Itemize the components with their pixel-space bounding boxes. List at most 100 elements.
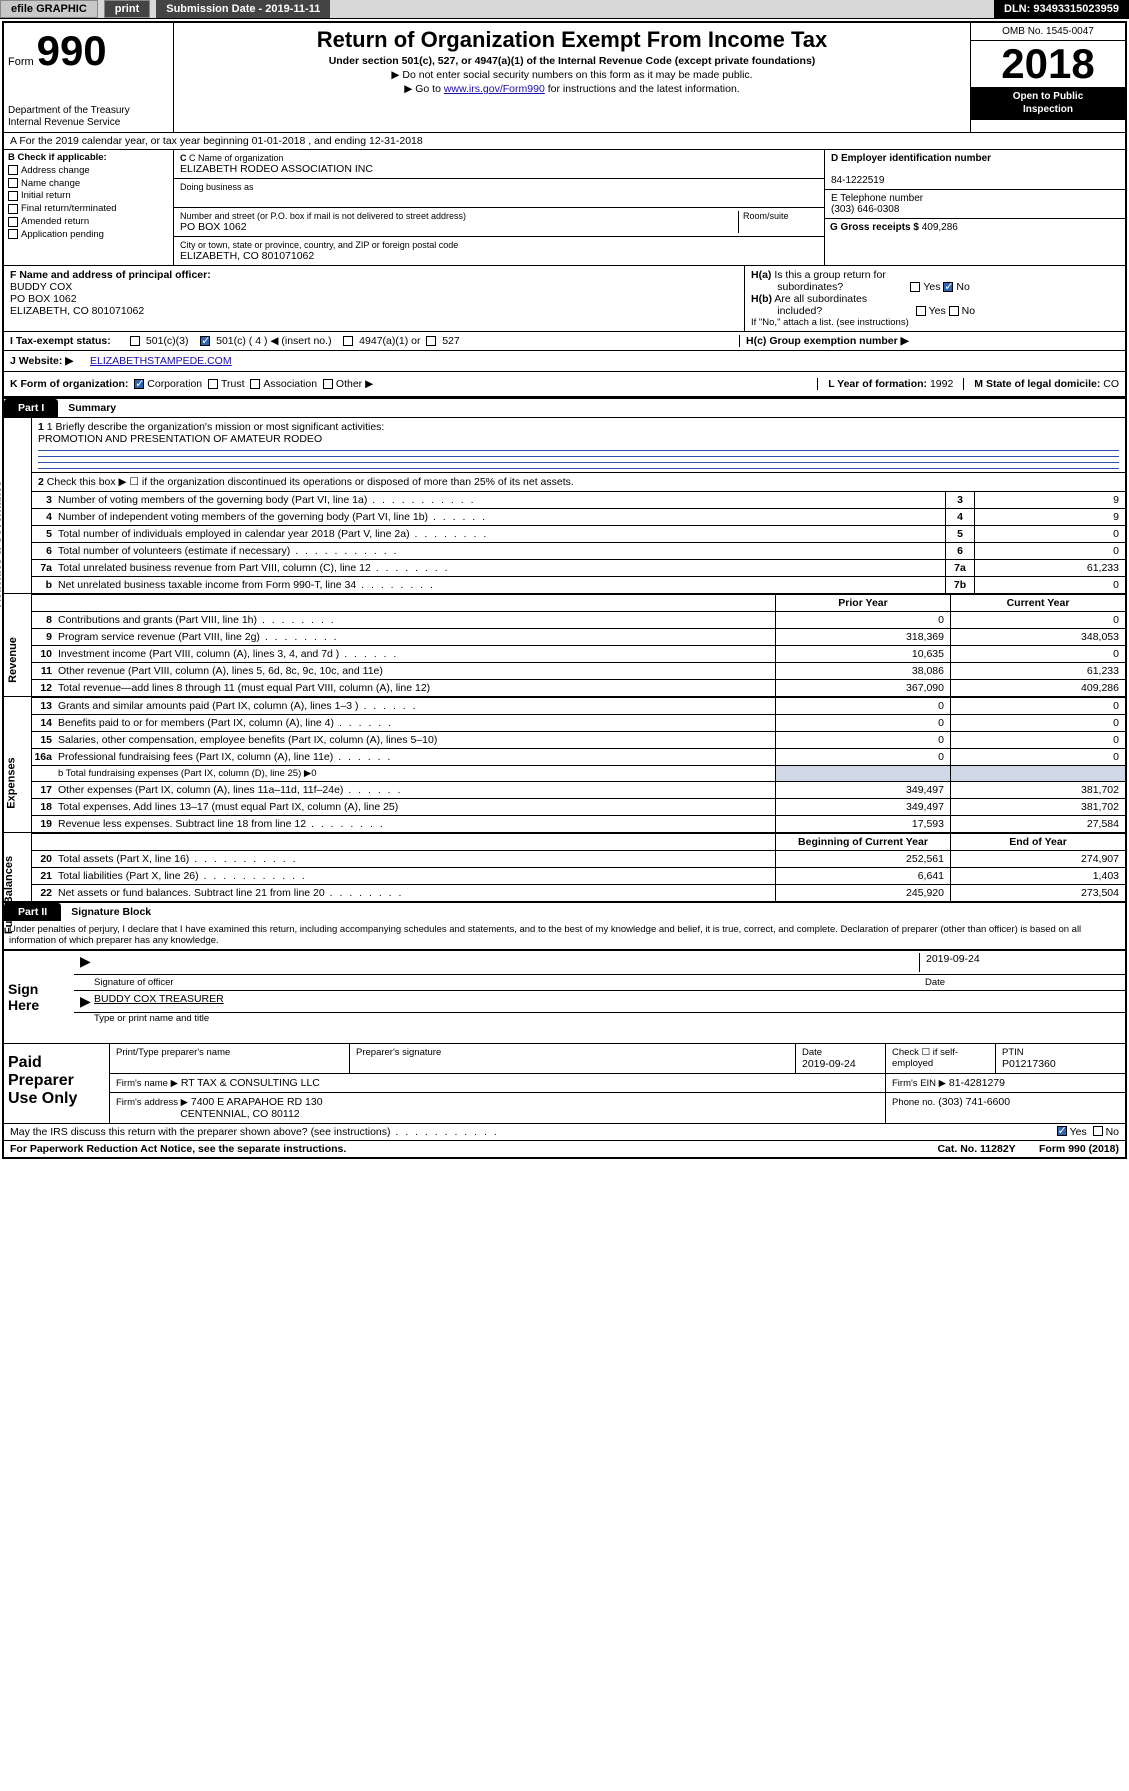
firm-address: 7400 E ARAPAHOE RD 130 [191, 1096, 323, 1108]
department: Department of the TreasuryInternal Reven… [8, 105, 169, 128]
checkbox-501c[interactable] [200, 336, 210, 346]
firm-ein: 81-4281279 [949, 1077, 1005, 1089]
line7a-val: 61,233 [975, 560, 1125, 576]
discuss-row: May the IRS discuss this return with the… [4, 1123, 1125, 1140]
checkbox-hb-yes[interactable] [916, 306, 926, 316]
section-c: C C Name of organization ELIZABETH RODEO… [174, 150, 825, 265]
checkbox-discuss-no[interactable] [1093, 1126, 1103, 1136]
instr-1: ▶ Do not enter social security numbers o… [180, 69, 964, 81]
l14-prior: 0 [775, 715, 950, 731]
year-formation: 1992 [930, 378, 953, 390]
l18-prior: 349,497 [775, 799, 950, 815]
open-to-public: Open to PublicInspection [971, 87, 1125, 120]
checkbox-corp[interactable] [134, 379, 144, 389]
section-b: B Check if applicable: Address change Na… [4, 150, 174, 265]
checkbox-name-change[interactable] [8, 178, 18, 188]
l15-current: 0 [950, 732, 1125, 748]
ein: 84-1222519 [831, 175, 1119, 186]
mission-text: PROMOTION AND PRESENTATION OF AMATEUR RO… [38, 433, 1119, 445]
l12-current: 409,286 [950, 680, 1125, 696]
line4-val: 9 [975, 509, 1125, 525]
l19-prior: 17,593 [775, 816, 950, 832]
form-title: Return of Organization Exempt From Incom… [180, 27, 964, 53]
checkbox-ha-no[interactable] [943, 282, 953, 292]
form-number: 990 [37, 27, 107, 75]
l11-current: 61,233 [950, 663, 1125, 679]
part-i-header: Part I Summary [4, 398, 1125, 417]
l15-prior: 0 [775, 732, 950, 748]
checkbox-address-change[interactable] [8, 165, 18, 175]
checkbox-assoc[interactable] [250, 379, 260, 389]
l17-prior: 349,497 [775, 782, 950, 798]
checkbox-app-pending[interactable] [8, 229, 18, 239]
perjury-text: Under penalties of perjury, I declare th… [4, 921, 1125, 949]
l21-beg: 6,641 [775, 868, 950, 884]
efile-graphic-button[interactable]: efile GRAPHIC [0, 0, 98, 18]
line6-val: 0 [975, 543, 1125, 559]
checkbox-final-return[interactable] [8, 204, 18, 214]
checkbox-discuss-yes[interactable] [1057, 1126, 1067, 1136]
checkbox-501c3[interactable] [130, 336, 140, 346]
org-address: PO BOX 1062 [180, 221, 738, 233]
irs-link[interactable]: www.irs.gov/Form990 [444, 83, 545, 95]
form-subtitle: Under section 501(c), 527, or 4947(a)(1)… [180, 55, 964, 67]
section-f: F Name and address of principal officer:… [4, 266, 745, 331]
top-toolbar: efile GRAPHIC print Submission Date - 20… [0, 0, 1129, 19]
telephone: (303) 646-0308 [831, 204, 1119, 215]
ptin: P01217360 [1002, 1058, 1119, 1070]
sidebar-revenue: Revenue [4, 594, 32, 696]
checkbox-hb-no[interactable] [949, 306, 959, 316]
checkbox-4947[interactable] [343, 336, 353, 346]
checkbox-other[interactable] [323, 379, 333, 389]
sidebar-activities: Activities & Governance [4, 418, 32, 593]
checkbox-amended[interactable] [8, 217, 18, 227]
org-city: ELIZABETH, CO 801071062 [180, 250, 818, 262]
firm-phone: (303) 741-6600 [938, 1096, 1010, 1108]
submission-date: Submission Date - 2019-11-11 [156, 0, 330, 18]
section-j: J Website: ▶ ELIZABETHSTAMPEDE.COM [4, 350, 1125, 371]
part-ii-header: Part II Signature Block [4, 901, 1125, 921]
l8-current: 0 [950, 612, 1125, 628]
prep-date: 2019-09-24 [802, 1058, 879, 1070]
form-container: Form 990 Department of the TreasuryInter… [2, 21, 1127, 1159]
l12-prior: 367,090 [775, 680, 950, 696]
checkbox-initial-return[interactable] [8, 191, 18, 201]
paid-preparer-block: PaidPreparerUse Only Print/Type preparer… [4, 1043, 1125, 1123]
checkbox-527[interactable] [426, 336, 436, 346]
l16a-prior: 0 [775, 749, 950, 765]
tax-year: 2018 [971, 41, 1125, 87]
form-word: Form [8, 56, 34, 68]
website-link[interactable]: ELIZABETHSTAMPEDE.COM [90, 355, 232, 367]
line-a: A For the 2019 calendar year, or tax yea… [4, 132, 1125, 149]
print-button[interactable]: print [104, 0, 150, 18]
org-name: ELIZABETH RODEO ASSOCIATION INC [180, 163, 818, 175]
footer: For Paperwork Reduction Act Notice, see … [4, 1140, 1125, 1157]
l19-current: 27,584 [950, 816, 1125, 832]
l10-prior: 10,635 [775, 646, 950, 662]
l8-prior: 0 [775, 612, 950, 628]
l22-beg: 245,920 [775, 885, 950, 901]
l21-end: 1,403 [950, 868, 1125, 884]
section-i: I Tax-exempt status: 501(c)(3) 501(c) ( … [4, 331, 1125, 350]
sidebar-expenses: Expenses [4, 697, 32, 832]
checkbox-trust[interactable] [208, 379, 218, 389]
omb-number: OMB No. 1545-0047 [971, 23, 1125, 41]
l14-current: 0 [950, 715, 1125, 731]
l10-current: 0 [950, 646, 1125, 662]
section-d-e-g: D Employer identification number 84-1222… [825, 150, 1125, 265]
l9-prior: 318,369 [775, 629, 950, 645]
checkbox-ha-yes[interactable] [910, 282, 920, 292]
sign-here-block: Sign Here ▶ 2019-09-24 Signature of offi… [4, 949, 1125, 1043]
dln: DLN: 93493315023959 [994, 0, 1129, 18]
instr-2: ▶ Go to www.irs.gov/Form990 for instruct… [180, 83, 964, 95]
form-header: Form 990 Department of the TreasuryInter… [4, 23, 1125, 132]
l13-current: 0 [950, 698, 1125, 714]
l9-current: 348,053 [950, 629, 1125, 645]
l11-prior: 38,086 [775, 663, 950, 679]
sidebar-netassets: Net Assets orFund Balances [4, 833, 32, 901]
state-domicile: CO [1103, 378, 1119, 390]
l20-end: 274,907 [950, 851, 1125, 867]
officer-name: BUDDY COX TREASURER [94, 993, 1119, 1010]
l16a-current: 0 [950, 749, 1125, 765]
section-k-l-m: K Form of organization: Corporation Trus… [4, 371, 1125, 398]
